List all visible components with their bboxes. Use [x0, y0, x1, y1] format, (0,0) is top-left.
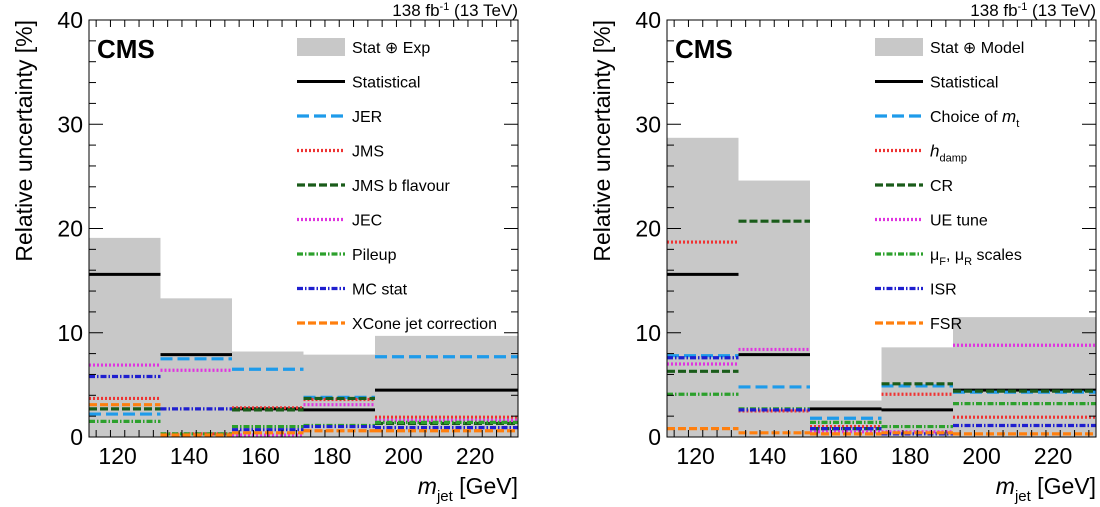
chart2-y-axis-label: Relative uncertainty [%]: [589, 20, 615, 262]
chart2-band-bin: [667, 137, 739, 438]
chart2-legend-label-6: μF, μR scales: [930, 247, 1022, 268]
chart1-band-bin: [160, 298, 232, 437]
chart2-legend-band-swatch: [875, 38, 923, 56]
chart2-x-tick-label: 140: [748, 443, 786, 469]
chart2-legend-band-label: Stat ⊕ Model: [930, 40, 1024, 57]
chart2-y-tick-label: 40: [635, 7, 661, 33]
chart1-legend-band-label: Stat ⊕ Exp: [352, 40, 430, 57]
chart1-band-bin: [375, 335, 518, 437]
chart1-legend-label-1: Statistical: [352, 75, 420, 92]
chart2-x-tick-label: 200: [962, 443, 1000, 469]
chart1-legend-label-7: MC stat: [352, 282, 408, 299]
chart2-y-tick-label: 10: [635, 320, 661, 346]
chart1-legend-label-5: JEC: [352, 213, 382, 230]
left-chart: 0 10 20 30 40 120 140 160 180 200 220 Relative unce…: [11, 1, 519, 505]
chart1-x-tick-label: 160: [241, 443, 279, 469]
chart1-x-tick-label: 120: [98, 443, 136, 469]
chart1-y-tick-label: 0: [70, 424, 83, 450]
chart1-band-bin: [89, 237, 161, 437]
chart1-legend-label-6: Pileup: [352, 247, 397, 264]
chart1-y-axis-label: Relative uncertainty [%]: [11, 20, 37, 262]
chart1-x-axis-label: mjet [GeV]: [418, 473, 518, 505]
chart1-x-tick-label: 200: [384, 443, 422, 469]
chart2-band-bin: [953, 317, 1096, 437]
chart2-y-tick-label: 0: [648, 424, 661, 450]
chart2-band-bin: [881, 347, 953, 437]
chart1-lumi-label: 138 fb-1 (13 TeV): [392, 1, 518, 20]
chart2-legend-label-4: CR: [930, 178, 953, 195]
chart1-y-tick-label: 10: [57, 320, 83, 346]
chart2-legend-label-2: Choice of mt: [930, 107, 1019, 130]
chart2-x-tick-label: 220: [1034, 443, 1072, 469]
chart2-y-tick-label: 20: [635, 216, 661, 242]
chart2-band-bin: [738, 180, 810, 438]
chart2-x-tick-label: 160: [819, 443, 857, 469]
right-chart-panel: 0 10 20 30 40 120 140 160 180 200 220 Relative unce…: [578, 0, 1100, 507]
chart2-legend-label-5: UE tune: [930, 213, 988, 230]
chart2-legend-label-8: FSR: [930, 316, 962, 333]
chart1-legend-label-2: JER: [352, 109, 382, 126]
chart1-y-tick-label: 30: [57, 111, 83, 137]
chart2-lumi-label: 138 fb-1 (13 TeV): [970, 1, 1096, 20]
chart2-legend-label-3: hdamp: [930, 142, 967, 165]
chart2-y-tick-label: 30: [635, 111, 661, 137]
chart2-legend-label-1: Statistical: [930, 75, 998, 92]
chart1-legend-label-3: JMS: [352, 144, 384, 161]
chart1-band-bin: [232, 351, 304, 437]
chart2-x-axis-label: mjet [GeV]: [996, 473, 1096, 505]
chart1-legend-label-8: XCone jet correction: [352, 316, 497, 333]
chart2-x-tick-label: 180: [891, 443, 929, 469]
left-chart-panel: 0 10 20 30 40 120 140 160 180 200 220 Relative unce…: [11, 1, 519, 505]
chart1-legend-label-4: JMS b flavour: [352, 178, 450, 195]
chart1-x-tick-label: 220: [456, 443, 494, 469]
chart1-y-tick-label: 40: [57, 7, 83, 33]
chart2-legend-label-7: ISR: [930, 282, 957, 299]
chart2-cms-label: CMS: [675, 34, 733, 64]
chart1-legend-band-swatch: [297, 38, 345, 56]
chart1-x-tick-label: 180: [313, 443, 351, 469]
right-chart: 0 10 20 30 40 120 140 160 180 200 220 Relative unce…: [589, 1, 1097, 505]
chart1-y-tick-label: 20: [57, 216, 83, 242]
chart1-cms-label: CMS: [97, 34, 155, 64]
chart2-x-tick-label: 120: [676, 443, 714, 469]
chart1-x-tick-label: 140: [170, 443, 208, 469]
